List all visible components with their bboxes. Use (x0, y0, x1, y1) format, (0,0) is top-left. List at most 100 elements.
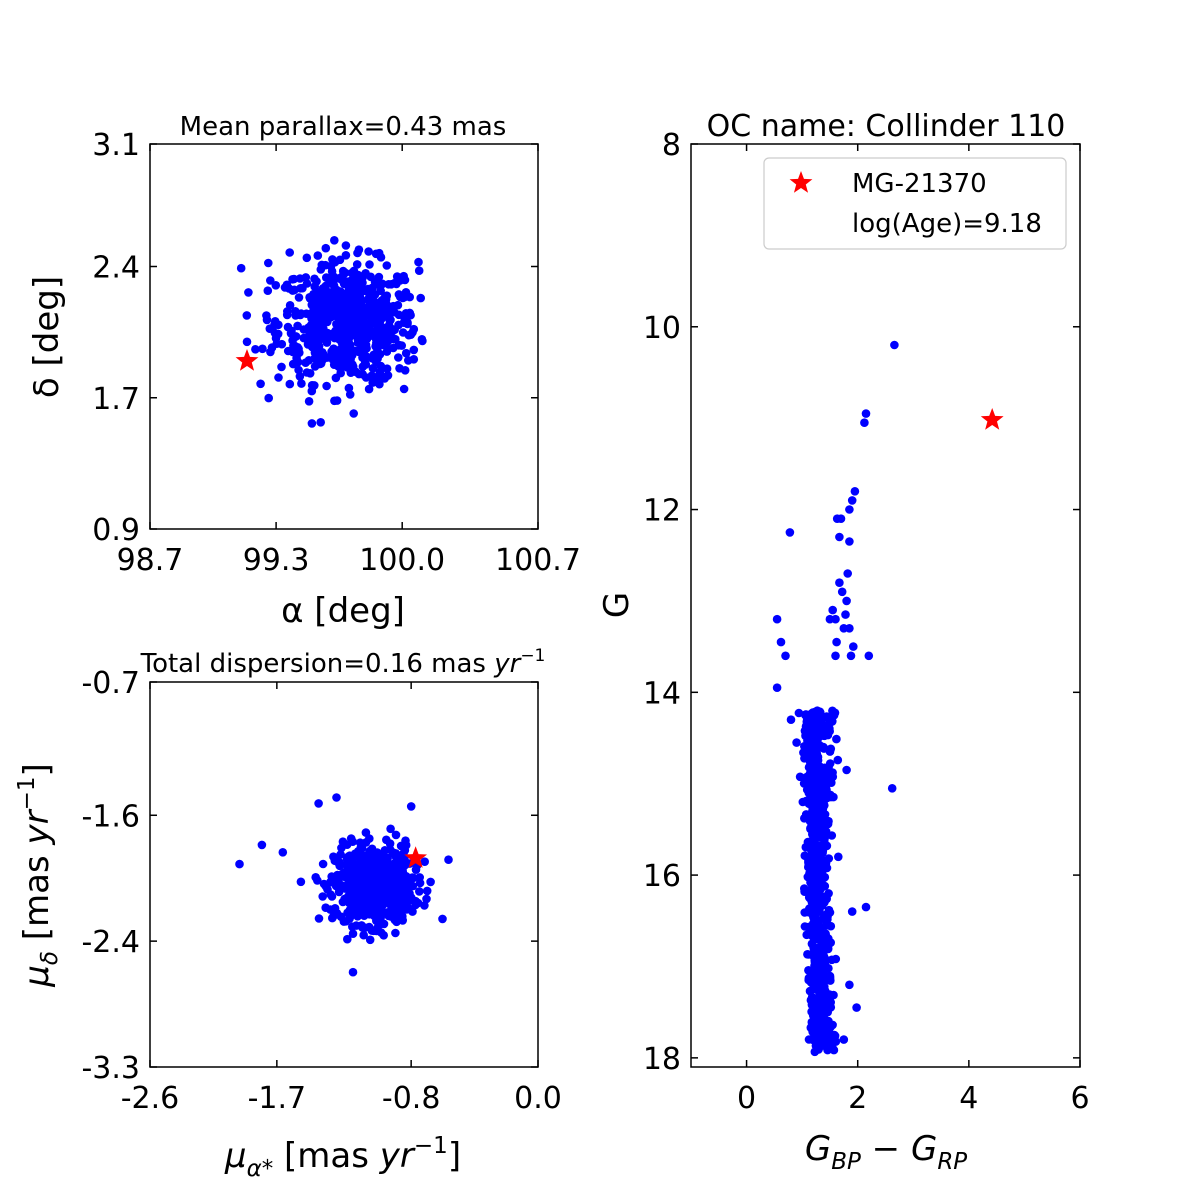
sky-member-point (351, 367, 361, 377)
cmd-member-point (792, 738, 801, 747)
pm-member-point (386, 824, 395, 834)
pm-member-point (348, 929, 358, 938)
cmd-member-point (807, 849, 817, 859)
pm-member-point (397, 858, 407, 868)
cmd-member-point (845, 537, 854, 546)
cmd-member-point (814, 732, 824, 742)
sky-member-point (358, 370, 368, 379)
sky-member-point (320, 308, 329, 318)
sky-member-point (358, 362, 368, 371)
pm-member-point (341, 884, 350, 893)
sky-member-point (323, 317, 332, 327)
pm-member-point (401, 900, 411, 910)
pm-member-point (296, 877, 306, 887)
pm-member-point (393, 886, 402, 895)
pm-member-point (334, 887, 344, 897)
sky-member-point (308, 298, 318, 308)
cmd-x-axis-label: GBP − GRP (805, 1129, 967, 1175)
sky-member-point (335, 255, 345, 265)
sky-member-point (296, 309, 306, 318)
sky-member-point (294, 293, 304, 302)
cmd-member-point (828, 605, 837, 615)
cmd-member-point (860, 418, 869, 428)
pm-member-point (371, 898, 381, 907)
cmd-member-point (812, 972, 822, 982)
cmd-member-point (776, 637, 786, 647)
cmd-member-point (887, 784, 897, 793)
cmd-member-point (845, 980, 854, 990)
pm-member-point (365, 935, 375, 945)
pm-member-point (332, 793, 341, 802)
sky-member-point (383, 337, 393, 346)
sky-member-point (374, 299, 384, 309)
cmd-member-point (817, 784, 826, 793)
sky-member-point (341, 251, 351, 260)
cmd-member-point (826, 792, 836, 802)
sky-member-point (400, 292, 409, 302)
pm-member-point (420, 857, 430, 866)
sky-member-point (270, 317, 280, 326)
cmd-ticks (691, 143, 1081, 1067)
pm-members (235, 793, 453, 977)
sky-member-point (274, 373, 283, 382)
cmd-member-point (801, 710, 811, 719)
sky-member-point (342, 277, 352, 287)
pm-member-point (350, 898, 360, 908)
pm-member-point (391, 928, 400, 938)
sky-member-point (401, 348, 411, 358)
pm-member-point (330, 904, 340, 913)
pm-member-point (420, 901, 429, 910)
sky-member-point (374, 272, 384, 282)
cmd-member-point (785, 528, 795, 537)
cmd-member-point (861, 902, 871, 912)
pm-member-point (346, 906, 356, 916)
sky-member-point (341, 241, 351, 250)
cmd-member-point (807, 863, 817, 872)
pm-y-unit: [mas (17, 845, 57, 952)
sky-ticks (149, 143, 539, 530)
pm-member-point (415, 873, 425, 882)
sky-member-point (251, 345, 260, 354)
cmd-member-point (822, 1007, 832, 1017)
cmd-member-point (808, 805, 818, 815)
sky-member-point (258, 344, 267, 354)
pm-x-close: ] (448, 1136, 461, 1176)
cmd-member-point (818, 725, 827, 734)
legend-star-icon (789, 171, 813, 193)
sky-member-point (277, 362, 286, 372)
sky-member-point (352, 312, 361, 321)
y-tick-label: 2.4 (92, 251, 140, 286)
pm-member-point (345, 914, 354, 923)
pm-y-axis-label: μδ [mas yr−1] (14, 763, 63, 988)
cmd-member-point (827, 955, 837, 965)
pm-y-sym: μ (17, 965, 57, 988)
pm-member-point (367, 856, 377, 865)
pm-title-unit: yr (493, 649, 522, 679)
cmd-member-point (781, 651, 790, 661)
pm-member-point (354, 879, 364, 888)
cmd-member-point (814, 895, 823, 904)
cmd-member-point (832, 514, 842, 523)
sky-member-point (394, 353, 403, 362)
pm-member-point (257, 840, 267, 850)
sky-member-point (349, 409, 359, 418)
cmd-member-point (807, 758, 816, 768)
pm-member-point (391, 876, 401, 886)
pm-member-point (406, 802, 416, 811)
pm-y-yr: yr (17, 808, 57, 845)
pm-ticks (149, 681, 539, 1068)
sky-target-star (235, 349, 259, 371)
cmd-member-point (794, 708, 804, 718)
cmd-member-point (810, 952, 819, 961)
cmd-member-point (811, 767, 821, 776)
sky-member-point (295, 274, 305, 283)
cmd-member-point (861, 409, 871, 418)
pm-member-point (403, 877, 413, 886)
sky-member-point (375, 350, 385, 359)
x-tick-label: -1.7 (248, 1081, 307, 1116)
sky-member-point (338, 266, 348, 276)
cmd-member-point (800, 922, 810, 931)
sky-member-point (310, 282, 320, 291)
cmd-member-point (842, 765, 851, 775)
